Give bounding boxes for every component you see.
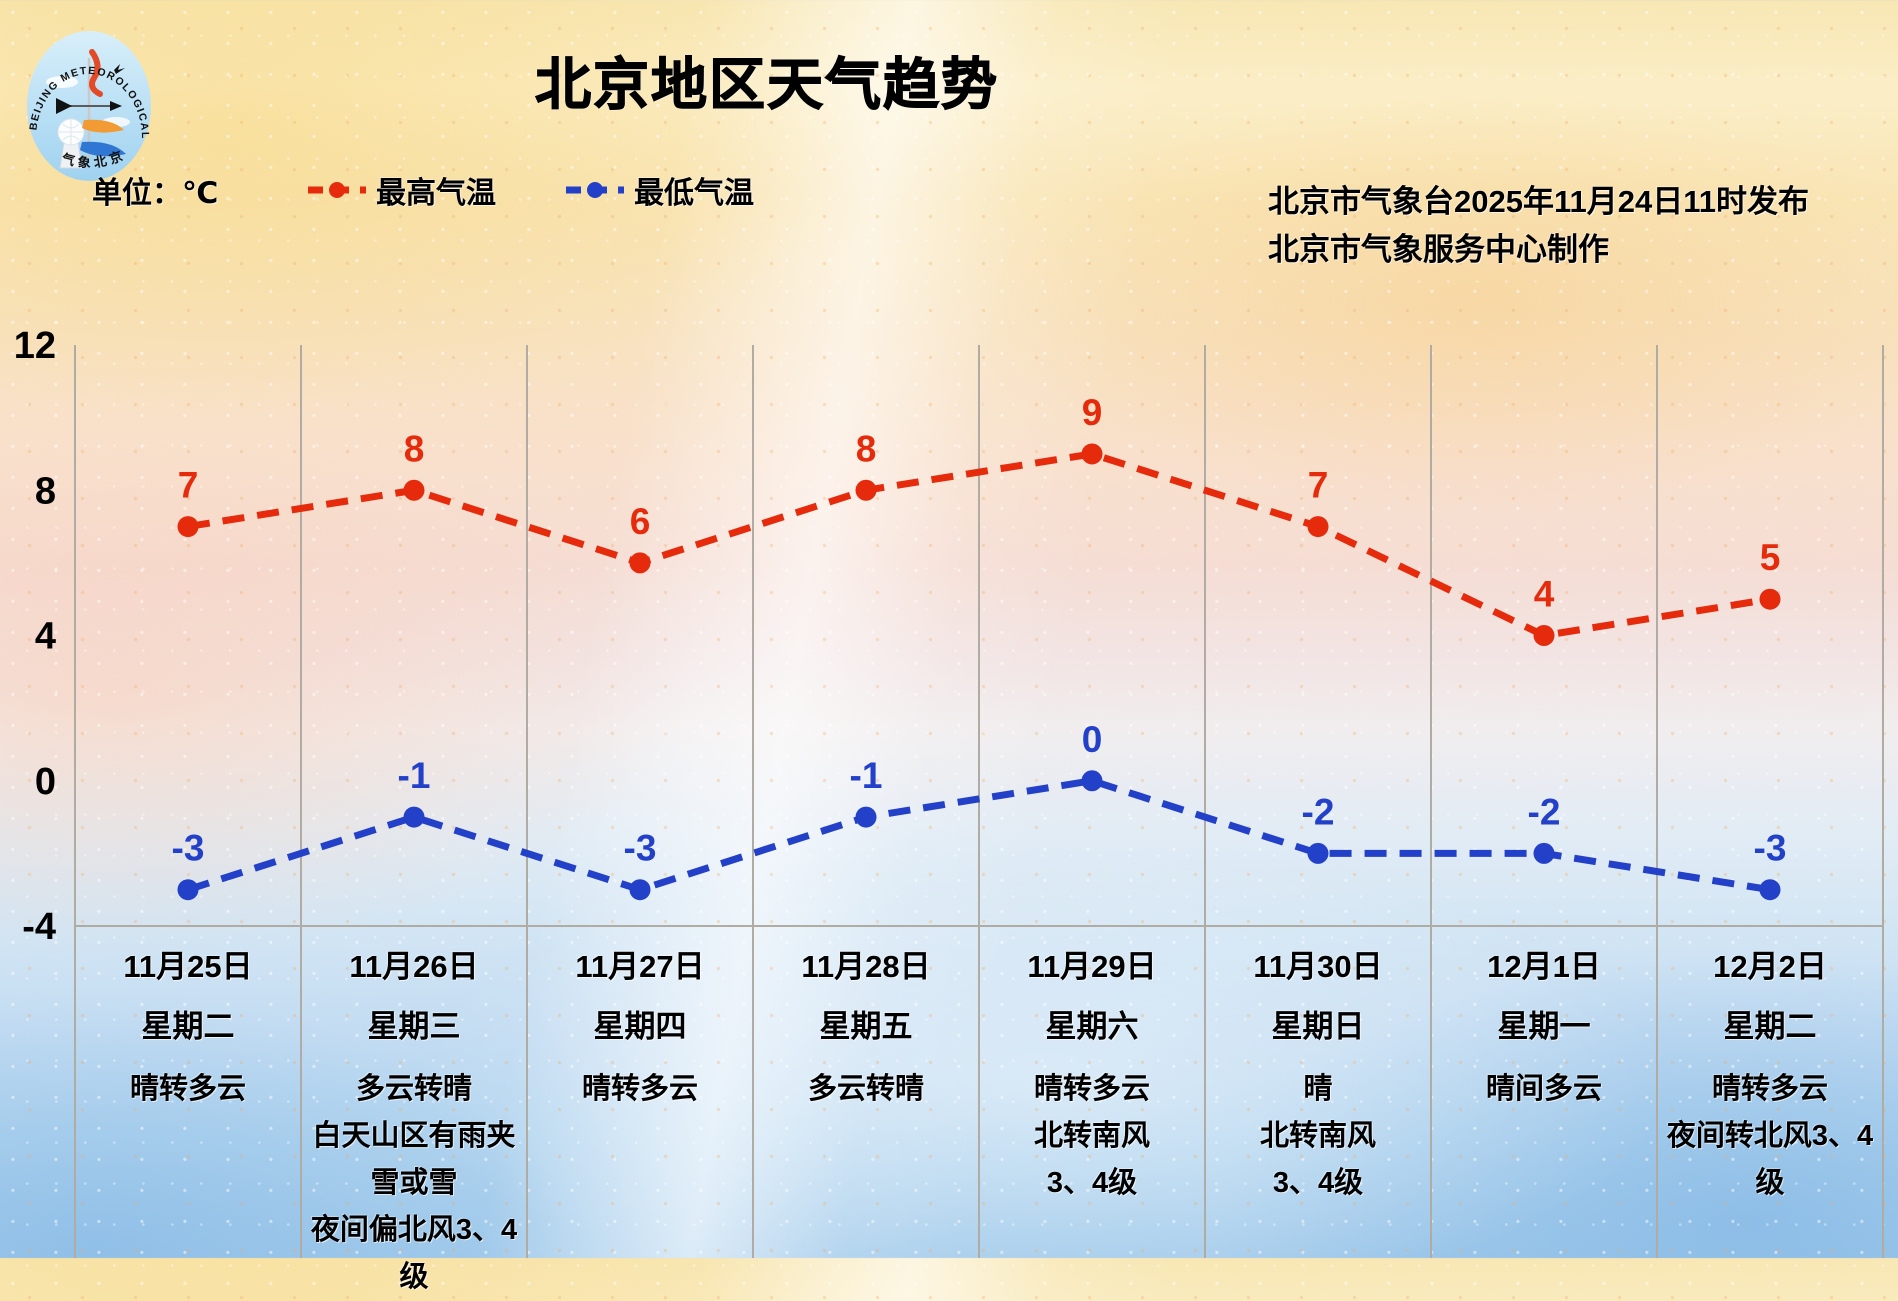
value-label: 5 [1760,537,1781,578]
y-tick-label: 4 [35,616,56,658]
legend-item-min-temp: 最低气温 [564,168,754,212]
value-label: 6 [630,501,651,542]
value-label: -1 [398,755,431,796]
data-point-marker [1533,625,1555,646]
y-tick-label: -4 [22,906,56,948]
publisher-info: 北京市气象台2025年11月24日11时发布 北京市气象服务中心制作 [1268,178,1809,274]
publisher-line1: 北京市气象台2025年11月24日11时发布 [1268,184,1809,219]
min-temp-line-swatch [566,182,624,198]
page-title: 北京地区天气趋势 [534,52,999,116]
wind-vane-icon [56,98,122,114]
red-ribbon-icon [89,49,103,97]
value-label: -2 [1528,791,1561,832]
unit-label: 单位：℃ [92,177,219,210]
legend-label-max: 最高气温 [376,177,496,210]
data-point-marker [629,552,651,574]
data-point-marker [177,879,199,901]
temperature-trend-chart: 12 8 4 0 -4 7 8 6 8 9 7 4 5 -3 -1 -3 -1 0 -2 -2 -3 [14,325,1884,1258]
y-tick-label: 12 [14,325,56,367]
value-label: 7 [1308,465,1329,506]
data-point-marker [1081,443,1103,465]
value-label: -3 [172,828,205,869]
data-point-marker [1307,842,1329,864]
legend-label-min: 最低气温 [634,177,754,210]
y-tick-label: 8 [35,470,56,512]
value-label: 0 [1082,719,1103,760]
orange-ribbon-icon [82,119,124,133]
value-label: 8 [856,428,877,469]
cloud-icon [46,76,78,88]
value-label: 9 [1082,392,1103,433]
publisher-line2: 北京市气象服务中心制作 [1268,232,1609,267]
value-label: 7 [178,465,199,506]
data-point-marker [1759,588,1781,610]
legend-item-max-temp: 最高气温 [306,168,496,212]
bird-icon [114,64,125,74]
data-point-marker [403,806,425,828]
data-point-marker [177,516,199,538]
value-label: 4 [1534,574,1555,615]
value-label: 8 [404,428,425,469]
beijing-meteorological-service-logo: BEIJING METEOROLOGICAL SERVICE 气象北京 [26,30,151,181]
max-temp-line-swatch [308,182,366,198]
value-label: -3 [1754,828,1787,869]
data-point-marker [1759,879,1781,901]
data-point-marker [1533,842,1555,864]
value-label: -3 [624,828,657,869]
value-label: -1 [850,755,883,796]
value-label: -2 [1302,791,1335,832]
blue-ribbon-icon [80,141,126,157]
data-point-marker [855,479,877,501]
data-point-marker [403,479,425,501]
data-point-marker [1081,770,1103,792]
radar-tower-icon [57,118,85,169]
data-point-marker [629,879,651,901]
y-tick-label: 0 [35,761,56,803]
data-point-marker [855,806,877,828]
min-temp-line [186,777,1771,894]
data-point-marker [1307,516,1329,538]
max-temp-line [187,450,1771,640]
